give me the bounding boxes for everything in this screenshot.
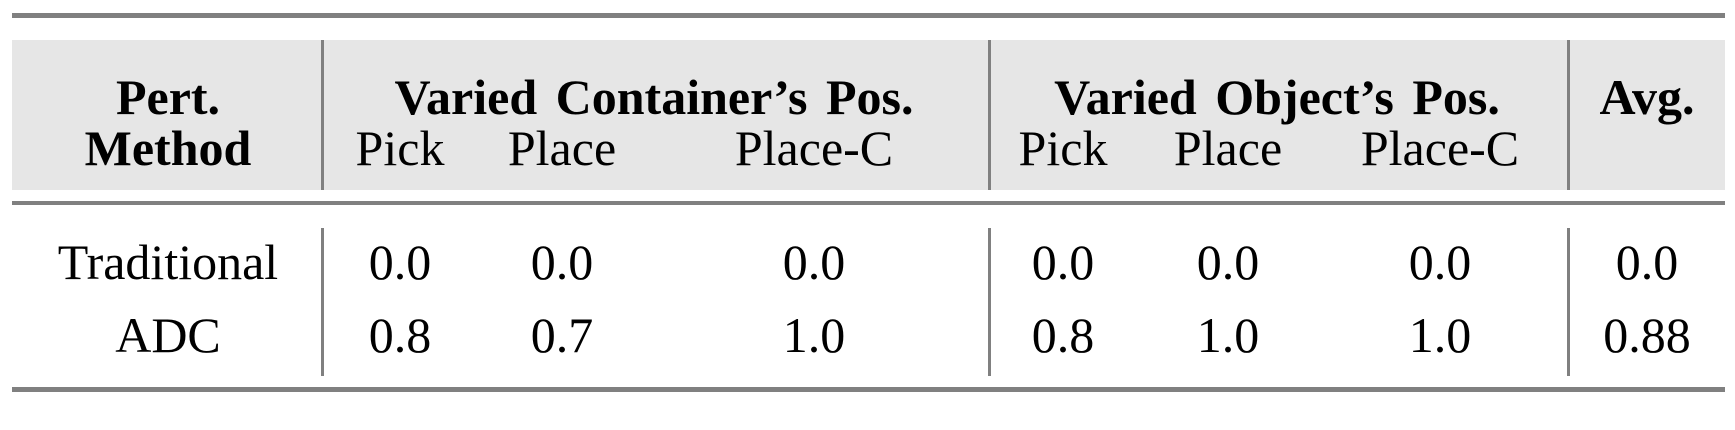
cell: 0.0 <box>368 234 432 290</box>
cell: 1.0 <box>782 307 846 363</box>
divider-2 <box>988 40 991 190</box>
subheader-pick: Pick <box>1018 120 1108 176</box>
top-rule <box>12 13 1725 18</box>
cell: 0.7 <box>530 307 594 363</box>
row-method: Traditional <box>57 234 279 290</box>
cell: 0.0 <box>1031 234 1095 290</box>
cell: 0.8 <box>1031 307 1095 363</box>
header-group-object: Varied Object’s Pos. <box>1054 69 1500 125</box>
subheader-place-c: Place-C <box>1360 120 1520 176</box>
cell: 0.8 <box>368 307 432 363</box>
header-method-line1: Pert. <box>115 69 221 125</box>
divider-1 <box>321 40 324 190</box>
cell-avg: 0.88 <box>1603 307 1691 363</box>
bottom-rule <box>12 387 1725 392</box>
header-group-container: Varied Container’s Pos. <box>394 69 914 125</box>
cell: 0.0 <box>1408 234 1472 290</box>
subheader-place: Place <box>507 120 617 176</box>
subheader-place-c: Place-C <box>734 120 894 176</box>
header-avg: Avg. <box>1599 69 1695 125</box>
cell: 0.0 <box>530 234 594 290</box>
divider-3 <box>1567 40 1570 190</box>
header-method-line2: Method <box>84 120 252 176</box>
cell: 0.0 <box>1196 234 1260 290</box>
mid-rule <box>12 201 1725 205</box>
cell: 1.0 <box>1408 307 1472 363</box>
divider-1-body <box>321 228 324 376</box>
cell: 1.0 <box>1196 307 1260 363</box>
row-method: ADC <box>115 307 221 363</box>
divider-2-body <box>988 228 991 376</box>
cell-avg: 0.0 <box>1615 234 1679 290</box>
divider-3-body <box>1567 228 1570 376</box>
subheader-pick: Pick <box>355 120 445 176</box>
cell: 0.0 <box>782 234 846 290</box>
subheader-place: Place <box>1173 120 1283 176</box>
header-background <box>12 40 1725 190</box>
